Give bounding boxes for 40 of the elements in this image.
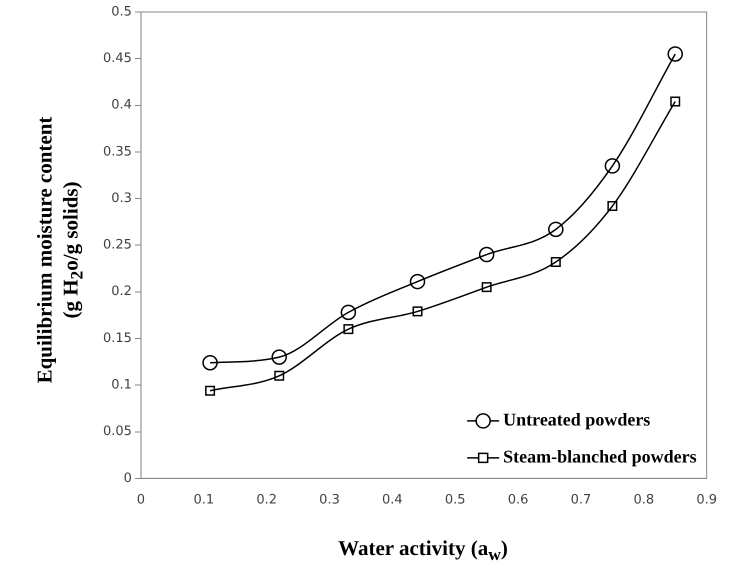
point (343, 324, 354, 334)
point (604, 158, 620, 174)
x-axis-title: Water activity (a$_{w}$) (337, 535, 509, 566)
x-tick-label: 0.2 (256, 492, 278, 508)
y-tick-label: 0.3 (111, 190, 132, 206)
point (274, 370, 284, 381)
y-tick-label: 0.1 (111, 377, 132, 392)
point (340, 304, 356, 320)
point (667, 46, 683, 62)
point (271, 349, 287, 365)
point (478, 246, 494, 262)
y-tick-label: 0.45 (102, 51, 132, 66)
x-tick-label: 0.5 (444, 492, 466, 508)
x-tick-label: 0.3 (319, 492, 340, 508)
point (482, 282, 492, 292)
x-tick-label: 0.1 (193, 492, 214, 508)
y-tick-label: 0.5 (111, 4, 132, 20)
y-tick-label: 0.35 (102, 144, 132, 160)
point (205, 386, 216, 396)
point (410, 274, 426, 290)
point (607, 201, 618, 212)
x-tick-label: 0.7 (570, 492, 592, 508)
y-tick-label: 0.15 (102, 330, 132, 346)
y-tick-label: 0.25 (102, 238, 132, 253)
x-tick-label: 0.4 (382, 492, 403, 508)
y-tick-label: 0.2 (111, 284, 132, 300)
x-tick-label: 0.8 (633, 492, 654, 508)
point (550, 257, 561, 267)
x-tick-label: 0.9 (696, 492, 718, 508)
point (202, 354, 218, 370)
point (548, 222, 564, 238)
point (670, 96, 680, 107)
legend-label: Untreated powders (503, 410, 650, 430)
y-tick-label: 0 (124, 470, 132, 486)
y-tick-label: 0.4 (111, 98, 132, 113)
x-tick-label: 0 (136, 492, 146, 508)
legend-label: Steam-blanched powders (503, 446, 697, 467)
y-tick-label: 0.05 (102, 424, 132, 440)
point (412, 306, 423, 316)
x-tick-label: 0.6 (508, 492, 528, 508)
